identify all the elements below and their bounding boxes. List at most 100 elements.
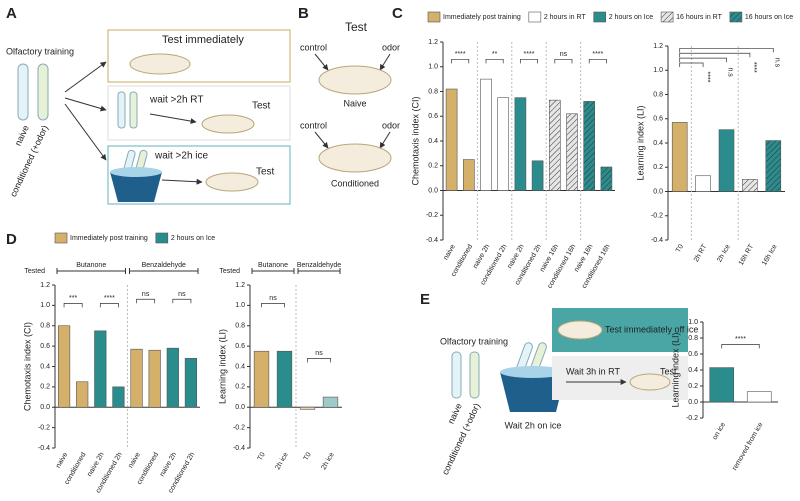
y-tick-label: 0.4: [235, 363, 245, 370]
panel-letter: C: [392, 5, 403, 22]
y-axis-title: Learning index (LI): [670, 332, 680, 407]
sig-bracket: [554, 58, 573, 64]
legend-swatch: [427, 11, 441, 23]
tube-label: naive: [13, 124, 31, 148]
plate-label: control: [300, 42, 327, 52]
y-tick-label: -0.4: [651, 237, 663, 244]
y-tick-label: 0.6: [235, 343, 245, 350]
y-tick-label: -0.4: [38, 445, 50, 452]
ice: [500, 366, 566, 378]
arrow: [64, 97, 107, 112]
sig-label: ns: [178, 291, 186, 298]
legend-label: 2 hours on Ice: [171, 235, 215, 242]
dish: [629, 373, 671, 391]
diagram-label: Wait 2h on ice: [505, 420, 562, 430]
bar: [322, 396, 339, 408]
box: [107, 145, 291, 205]
y-tick-label: 1.0: [653, 67, 663, 74]
x-tick-label: T0: [257, 451, 267, 462]
panel-letter: B: [298, 5, 309, 22]
y-tick-label: -0.4: [233, 445, 245, 452]
arrow: [379, 131, 391, 149]
y-axis-title: Learning index (LI): [635, 105, 645, 180]
step-label: Test: [660, 366, 677, 376]
y-tick-label: 0.0: [40, 404, 50, 411]
y-axis-title: Learning index (LI): [217, 329, 227, 404]
step-label: Test: [252, 101, 271, 112]
group-label: Butanone: [76, 262, 106, 269]
y-tick-label: -0.2: [38, 424, 50, 431]
sig-bracket: [485, 58, 504, 64]
sig-label: n.s: [773, 58, 780, 68]
x-tick-label: on ice: [712, 421, 727, 441]
x-tick-label: 16h Ice: [761, 243, 779, 266]
group-bracket: [251, 268, 295, 274]
sig-bracket: [99, 302, 119, 308]
sig-bracket: [261, 302, 285, 308]
x-tick-label: naive 2h: [159, 451, 178, 478]
legend-swatch: [155, 232, 169, 244]
bar: [548, 99, 561, 191]
panel-letter: D: [6, 231, 17, 248]
legend-label: Immediately post training: [443, 14, 521, 21]
sig-bracket: [136, 298, 156, 304]
sig-label: ns: [315, 350, 323, 357]
bar: [671, 122, 688, 192]
tube: [469, 351, 480, 399]
x-tick-label: 2h ice: [320, 451, 335, 471]
bar: [166, 347, 179, 408]
sig-label: ns: [269, 295, 277, 302]
legend-swatch: [593, 11, 607, 23]
panel-letter: A: [6, 5, 17, 22]
x-tick-label: T0: [303, 451, 313, 462]
bar: [253, 350, 270, 408]
step-label: Wait 3h in RT: [566, 366, 621, 376]
diagram-title: Test: [345, 20, 368, 34]
legend-label: 2 hours in RT: [544, 14, 587, 21]
group-bracket: [297, 268, 341, 274]
bar: [746, 391, 772, 403]
legend-swatch: [729, 11, 743, 23]
legend-swatch: [660, 11, 674, 23]
step-label: Test: [256, 167, 275, 178]
legend-label: Immediately post training: [70, 235, 148, 242]
ice-bucket: [110, 172, 162, 202]
bar: [299, 406, 316, 410]
y-tick-label: 0.2: [40, 384, 50, 391]
bar: [566, 113, 578, 191]
tube: [451, 351, 462, 399]
y-tick-label: 0.2: [653, 164, 663, 171]
bar: [583, 101, 596, 191]
plate-name: Naive: [343, 98, 366, 108]
tube: [129, 91, 138, 129]
tube: [37, 63, 49, 121]
y-tick-label: 1.0: [688, 319, 698, 326]
ice: [110, 167, 162, 177]
sig-bracket: [679, 57, 727, 63]
bar: [94, 330, 107, 408]
y-tick-label: 0.0: [688, 399, 698, 406]
sig-bracket: [63, 302, 83, 308]
step-label: Test immediately off ice: [605, 324, 698, 334]
group-label: Benzaldehyde: [142, 262, 186, 269]
bar: [765, 140, 782, 192]
legend-label: 16 hours in RT: [676, 14, 723, 21]
sig-bracket: [520, 58, 538, 64]
sig-bracket: [172, 298, 192, 304]
x-tick-label: naive: [442, 243, 456, 261]
y-tick-label: 1.2: [428, 39, 438, 46]
y-tick-label: 0.0: [235, 404, 245, 411]
y-tick-label: 0.0: [653, 188, 663, 195]
arrow: [149, 113, 197, 125]
group-label: Benzaldehyde: [297, 262, 341, 269]
diagram-label: Olfactory training: [6, 46, 74, 56]
y-tick-label: 0.2: [235, 384, 245, 391]
dish: [205, 172, 259, 192]
sig-label: ns: [142, 291, 150, 298]
legend-label: 16 hours on Ice: [745, 14, 793, 21]
tube: [17, 63, 29, 121]
bar: [531, 160, 544, 191]
y-tick-label: -0.2: [426, 212, 438, 219]
